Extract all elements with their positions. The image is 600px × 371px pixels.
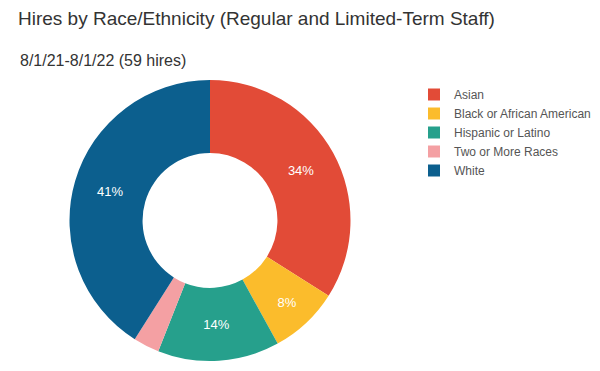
svg-text:Hispanic or Latino: Hispanic or Latino: [454, 126, 550, 140]
svg-text:Asian: Asian: [454, 88, 484, 102]
svg-text:14%: 14%: [203, 317, 229, 332]
svg-text:8%: 8%: [277, 295, 296, 310]
svg-text:34%: 34%: [288, 163, 314, 178]
svg-text:41%: 41%: [97, 184, 123, 199]
svg-text:Black or African American: Black or African American: [454, 107, 591, 121]
svg-text:White: White: [454, 164, 485, 178]
svg-text:Hires by Race/Ethnicity (Regul: Hires by Race/Ethnicity (Regular and Lim…: [18, 8, 495, 29]
svg-text:8/1/21-8/1/22 (59 hires): 8/1/21-8/1/22 (59 hires): [20, 52, 186, 69]
svg-text:Two or More Races: Two or More Races: [454, 145, 558, 159]
